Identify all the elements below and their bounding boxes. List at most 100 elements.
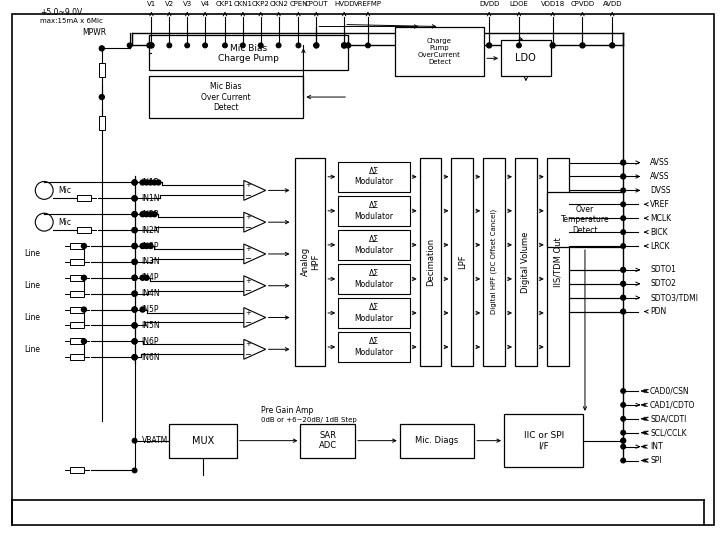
Text: CAD0/CSN: CAD0/CSN (650, 386, 690, 395)
Text: CPVDD: CPVDD (571, 1, 595, 6)
Text: IN1P: IN1P (142, 178, 159, 187)
Polygon shape (244, 276, 266, 296)
Text: Line: Line (25, 313, 41, 322)
Text: AVSS: AVSS (650, 172, 669, 181)
Circle shape (621, 230, 626, 234)
Polygon shape (244, 244, 266, 264)
Circle shape (132, 196, 137, 201)
Circle shape (132, 291, 137, 296)
Text: SPI: SPI (650, 456, 661, 465)
Circle shape (148, 243, 153, 248)
Circle shape (621, 188, 626, 193)
Circle shape (156, 180, 161, 185)
Text: −: − (245, 350, 251, 359)
Text: V1: V1 (147, 1, 156, 6)
Circle shape (621, 202, 626, 207)
Text: Charge
Pump
OverCurrent
Detect: Charge Pump OverCurrent Detect (418, 38, 461, 65)
Circle shape (132, 212, 137, 217)
Circle shape (222, 43, 227, 48)
Circle shape (148, 212, 153, 217)
Bar (504, 414, 584, 468)
Text: +: + (245, 246, 250, 252)
Circle shape (144, 180, 149, 185)
Bar (70, 468, 84, 473)
Bar (301, 424, 355, 457)
Circle shape (621, 174, 626, 179)
Bar (484, 158, 505, 366)
Circle shape (621, 430, 626, 435)
Circle shape (81, 243, 86, 248)
Circle shape (132, 180, 137, 185)
Text: MPWR: MPWR (82, 28, 106, 37)
Text: ΔΣ
Modulator: ΔΣ Modulator (354, 269, 393, 288)
Bar (70, 338, 84, 345)
Circle shape (621, 309, 626, 314)
Circle shape (132, 180, 137, 185)
Text: Decimation: Decimation (426, 238, 435, 286)
Bar (169, 424, 237, 457)
Bar (515, 158, 537, 366)
Text: V2: V2 (165, 1, 174, 6)
Circle shape (486, 43, 492, 48)
Polygon shape (244, 339, 266, 359)
Circle shape (621, 281, 626, 286)
Circle shape (516, 43, 521, 48)
Circle shape (132, 355, 137, 360)
Text: 0dB or +6~20dB/ 1dB Step: 0dB or +6~20dB/ 1dB Step (261, 417, 356, 423)
Bar (338, 264, 409, 294)
Text: ΔΣ
Modulator: ΔΣ Modulator (354, 235, 393, 255)
Circle shape (132, 259, 137, 264)
Text: BICK: BICK (650, 227, 668, 236)
Bar (395, 27, 484, 76)
Circle shape (132, 180, 137, 185)
Text: IN2N: IN2N (142, 226, 160, 235)
Circle shape (621, 295, 626, 300)
Circle shape (342, 43, 346, 48)
Bar (77, 195, 91, 201)
Text: SDTO3/TDMI: SDTO3/TDMI (650, 293, 698, 302)
Text: +5.0~9.0V: +5.0~9.0V (40, 8, 83, 17)
Circle shape (132, 339, 137, 344)
Circle shape (132, 227, 137, 233)
Text: LPF: LPF (458, 255, 467, 269)
Text: IN3N: IN3N (142, 257, 160, 266)
Bar (70, 307, 84, 312)
Text: SDTO2: SDTO2 (650, 279, 676, 288)
Text: max:15mA x 6Mic: max:15mA x 6Mic (40, 18, 103, 24)
Text: SDA/CDTI: SDA/CDTI (650, 414, 686, 423)
Bar (70, 243, 84, 249)
Text: CPEN: CPEN (289, 1, 308, 6)
Text: Pre Gain Amp: Pre Gain Amp (261, 407, 313, 415)
Text: PDN: PDN (650, 307, 666, 316)
Text: ΔΣ
Modulator: ΔΣ Modulator (354, 201, 393, 220)
Circle shape (81, 339, 86, 344)
Text: Line: Line (25, 281, 41, 290)
Bar (150, 35, 348, 70)
Circle shape (140, 212, 145, 217)
Polygon shape (244, 212, 266, 232)
Circle shape (621, 438, 626, 443)
Circle shape (580, 43, 585, 48)
Circle shape (621, 444, 626, 449)
Text: IN5N: IN5N (142, 321, 160, 330)
Circle shape (621, 243, 626, 248)
Bar (501, 41, 551, 76)
Circle shape (167, 43, 172, 48)
Circle shape (127, 43, 132, 48)
Circle shape (621, 416, 626, 421)
Circle shape (132, 339, 137, 344)
Bar (70, 354, 84, 360)
Circle shape (140, 276, 145, 280)
Circle shape (621, 281, 626, 286)
Circle shape (621, 216, 626, 220)
Bar (547, 158, 568, 366)
Circle shape (132, 276, 137, 280)
Circle shape (621, 309, 626, 314)
Text: AVDD: AVDD (603, 1, 622, 6)
Circle shape (342, 43, 346, 48)
Text: V3: V3 (183, 1, 192, 6)
Circle shape (140, 243, 145, 248)
Circle shape (132, 276, 137, 280)
Bar (547, 193, 623, 247)
Circle shape (99, 46, 105, 51)
